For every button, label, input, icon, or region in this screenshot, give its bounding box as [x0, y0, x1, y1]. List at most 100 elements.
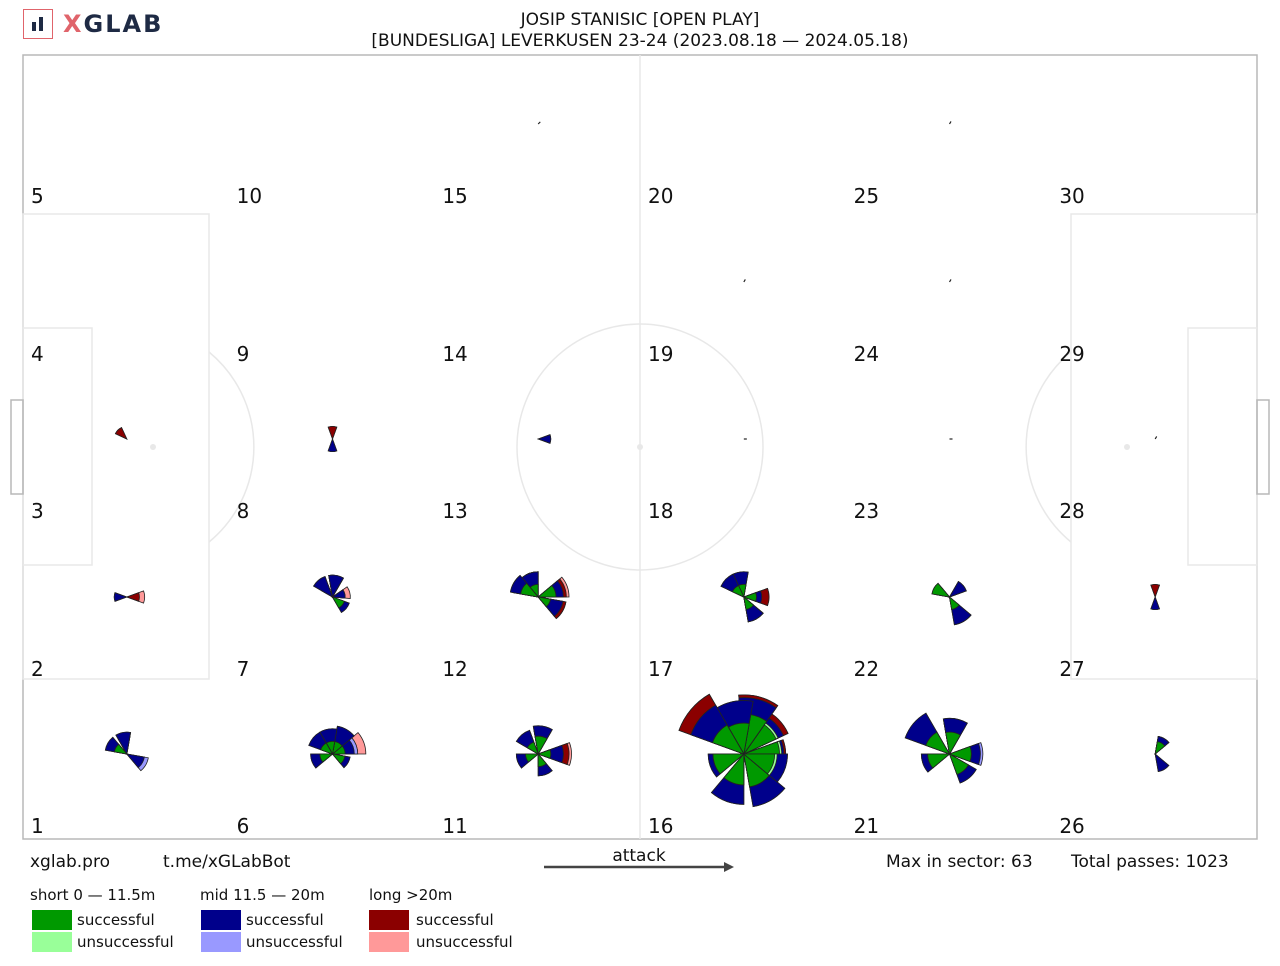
petal-7-1-mid-successful [328, 574, 344, 599]
sector-label-2: 2 [31, 657, 44, 681]
legend-short-unsuccessful: unsuccessful [77, 933, 174, 951]
rose-sector-2 [113, 590, 146, 604]
legend-short-label: short 0 — 11.5m [30, 886, 156, 904]
site-link[interactable]: xglab.pro [30, 852, 110, 872]
sector-label-7: 7 [237, 657, 250, 681]
petal-7-2-mid-successful [313, 575, 334, 598]
sector-label-16: 16 [648, 814, 673, 838]
right-penalty-spot [1124, 444, 1130, 450]
petal-11-1-short-successful [534, 735, 548, 756]
petal-28-0-tick [1154, 436, 1158, 440]
rose-sector-25 [948, 121, 952, 125]
sector-label-22: 22 [854, 657, 879, 681]
center-spot [637, 444, 643, 450]
sector-label-13: 13 [442, 499, 467, 523]
sector-label-23: 23 [854, 499, 879, 523]
petal-26-1-mid-successful [1154, 752, 1170, 773]
legend-long-unsuccessful: unsuccessful [416, 933, 513, 951]
petal-24-0-tick [948, 279, 952, 283]
legend-mid-unsuccessful: unsuccessful [246, 933, 343, 951]
xglab-logo: XGLAB [23, 9, 163, 41]
sector-label-27: 27 [1059, 657, 1084, 681]
petal-6-3-short-successful [320, 742, 334, 755]
petal-16-4-short-successful [711, 724, 745, 755]
rose-sector-28 [1154, 436, 1158, 440]
legend-long-label: long >20m [369, 886, 453, 904]
rose-sector-13 [536, 434, 552, 444]
sector-label-17: 17 [648, 657, 673, 681]
legend-swatch-mid-unsuccessful [201, 932, 241, 952]
sector-label-15: 15 [442, 184, 467, 208]
petal-16-8-short-successful [742, 753, 776, 775]
petal-26-0-short-successful [1154, 741, 1166, 756]
sector-label-4: 4 [31, 342, 44, 366]
chart-title-line1: JOSIP STANISIC [OPEN PLAY] [520, 10, 760, 30]
petal-21-1-short-successful [945, 731, 961, 756]
total-passes: Total passes: 1023 [1071, 852, 1229, 872]
chart-title-line2: [BUNDESLIGA] LEVERKUSEN 23-24 (2023.08.1… [371, 31, 909, 51]
petal-27-0-long-successful [1150, 584, 1160, 599]
rose-sector-15 [537, 121, 541, 125]
bot-link[interactable]: t.me/xGLabBot [163, 852, 291, 872]
bar-chart-icon [23, 9, 53, 39]
petal-22-0-mid-successful [948, 581, 967, 598]
petal-16-6-short-successful [723, 752, 745, 786]
petal-17-0-short-successful [742, 592, 757, 602]
attack-arrow-icon [544, 862, 734, 872]
petal-21-3-short-successful [927, 753, 951, 769]
petal-1-1-short-successful [113, 743, 128, 755]
petal-6-5-short-successful [331, 753, 346, 765]
legend-mid-label: mid 11.5 — 20m [200, 886, 325, 904]
left-penalty-area [22, 213, 210, 680]
legend-swatch-long-successful [369, 910, 409, 930]
logo-text-x: X [63, 10, 84, 38]
right-goal [1256, 399, 1270, 495]
petal-12-0-short-successful [537, 584, 557, 598]
rose-sector-21 [904, 712, 984, 784]
petal-6-4-short-successful [319, 753, 334, 763]
rose-sector-7 [313, 574, 351, 613]
petal-27-1-mid-successful [1150, 595, 1160, 610]
rose-sector-22 [931, 581, 972, 626]
pass-roses [104, 121, 1170, 808]
petal-16-5-short-successful [712, 753, 745, 775]
petal-11-2-short-successful [526, 741, 539, 755]
petal-11-0-short-successful [536, 749, 552, 759]
max-in-sector: Max in sector: 63 [886, 852, 1033, 872]
rose-sector-11 [515, 725, 572, 777]
petal-11-4-short-successful [537, 752, 547, 767]
sector-label-12: 12 [442, 657, 467, 681]
petal-1-2-mid-successful [125, 753, 145, 769]
petal-22-2-short-successful [948, 595, 960, 610]
petal-1-0-mid-successful [115, 731, 132, 756]
petal-21-0-short-successful [948, 746, 972, 762]
sector-label-10: 10 [237, 184, 262, 208]
petal-7-3-short-successful [331, 596, 345, 609]
petal-2-1-mid-successful [113, 592, 129, 602]
right-penalty-area [1070, 213, 1258, 680]
center-circle [516, 323, 764, 571]
rose-sector-17 [720, 571, 770, 623]
sector-label-6: 6 [237, 814, 250, 838]
legend-short-successful: successful [77, 911, 155, 929]
legend-swatch-short-unsuccessful [32, 932, 72, 952]
rose-sector-6 [308, 725, 367, 769]
petal-13-0-mid-successful [536, 434, 552, 444]
petal-8-0-long-successful [327, 426, 338, 441]
petal-17-3-short-successful [743, 595, 755, 610]
petal-21-4-short-successful [948, 753, 969, 776]
sector-label-21: 21 [854, 814, 879, 838]
sector-label-18: 18 [648, 499, 673, 523]
legend-swatch-short-successful [32, 910, 72, 930]
logo-text: XGLAB [63, 10, 163, 38]
petal-25-0-tick [948, 121, 952, 125]
left-goal [10, 399, 24, 495]
sector-label-25: 25 [854, 184, 879, 208]
left-penalty-arc [208, 351, 255, 543]
rose-sector-19 [743, 279, 746, 283]
sector-label-14: 14 [442, 342, 467, 366]
petal-22-1-short-successful [931, 582, 951, 598]
petal-12-2-short-successful [520, 582, 540, 598]
sector-label-28: 28 [1059, 499, 1084, 523]
